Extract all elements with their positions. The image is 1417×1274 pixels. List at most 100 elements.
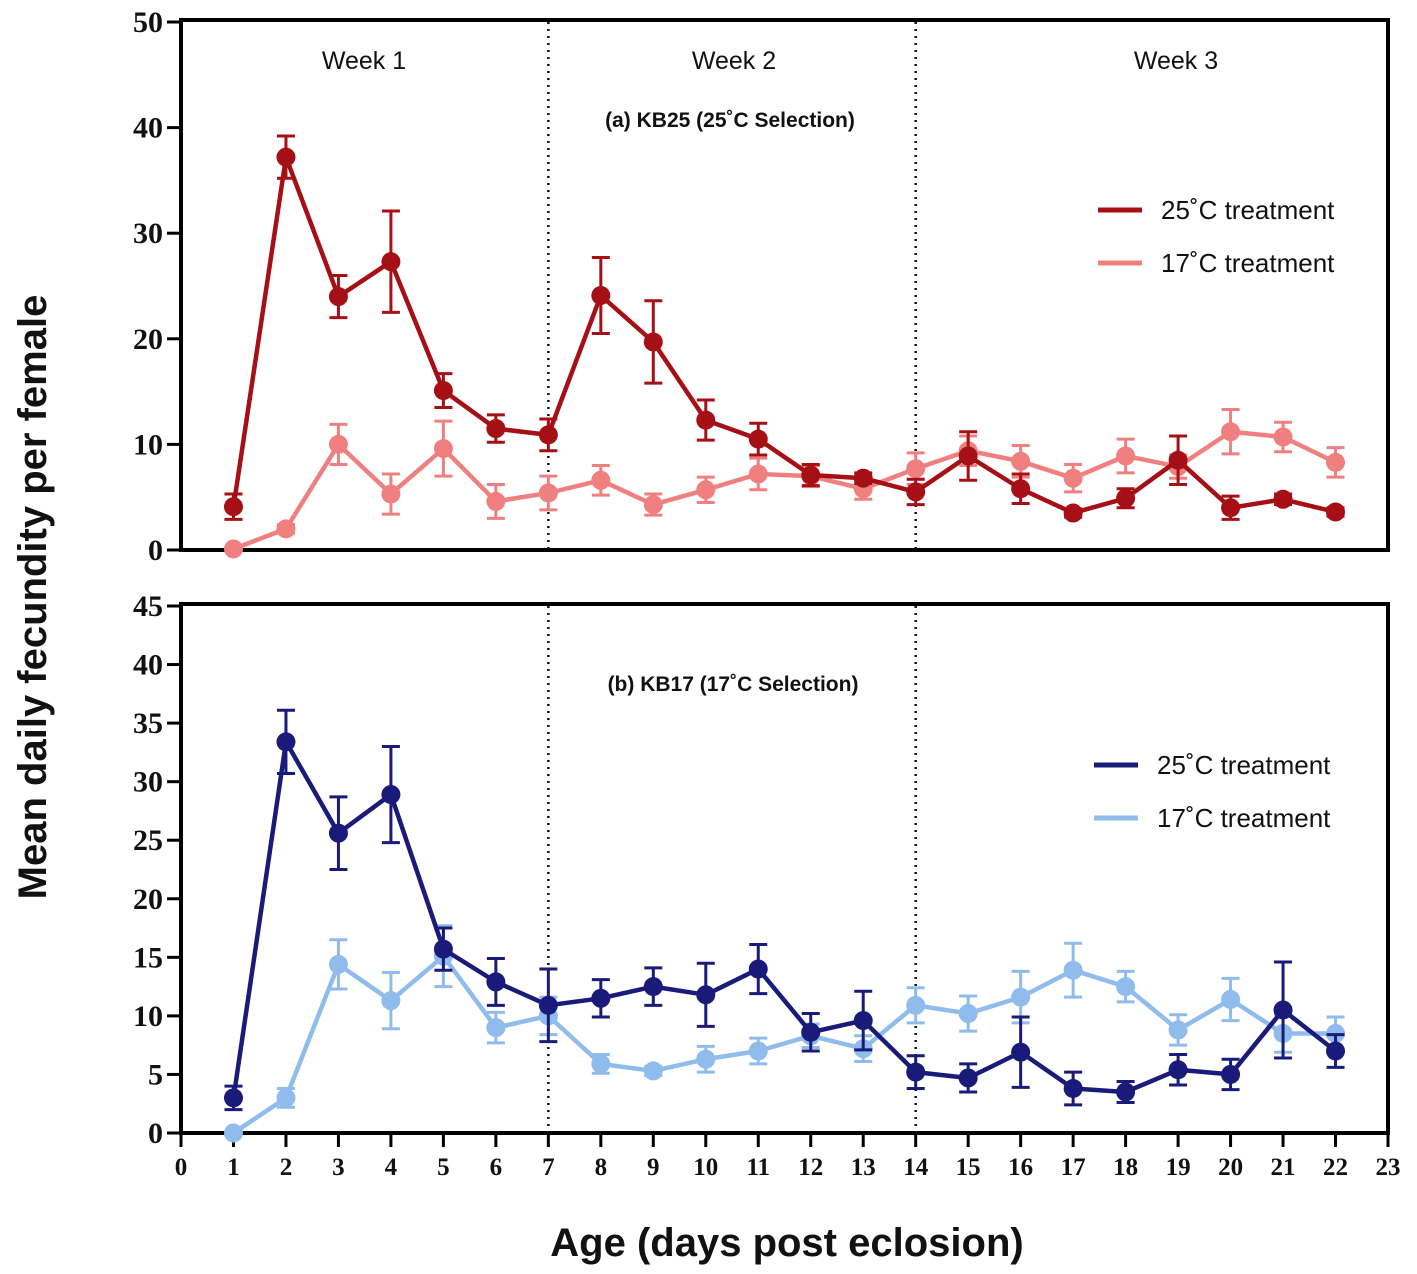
x-tick-label: 15 [956, 1154, 981, 1181]
week-2-label: Week 2 [692, 47, 776, 75]
data-point [1011, 479, 1031, 499]
legend-a-label-25: 25˚C treatment [1161, 195, 1335, 225]
data-point [696, 480, 716, 500]
data-point [801, 465, 821, 485]
data-point [1326, 1041, 1346, 1061]
y-tick-label: 40 [133, 649, 163, 682]
series-25c-a [223, 134, 1346, 523]
panel-b-legend: 25˚C treatment 17˚C treatment [1094, 750, 1331, 833]
data-point [538, 483, 558, 503]
data-point [486, 491, 506, 511]
y-tick-label: 20 [133, 883, 163, 916]
data-point [1011, 1042, 1031, 1062]
x-tick-label: 10 [693, 1154, 718, 1181]
series-17c-b [223, 924, 1346, 1143]
data-point [223, 539, 243, 559]
y-tick-label: 50 [133, 6, 163, 39]
data-point [591, 988, 611, 1008]
y-tick-label: 15 [133, 941, 163, 974]
data-point [1116, 977, 1136, 997]
data-point [958, 446, 978, 466]
panel-a-series [223, 134, 1346, 559]
data-point [486, 1018, 506, 1038]
data-point [381, 785, 401, 805]
panel-a: 0 10 20 30 40 50 Week 1 Week 2 Week 3 (a) KB2… [133, 6, 1390, 567]
y-tick-label: 0 [148, 534, 163, 567]
data-point [276, 732, 296, 752]
x-tick-label: 11 [746, 1154, 770, 1181]
series-line [231, 154, 1337, 516]
data-point [1273, 427, 1293, 447]
data-point [486, 972, 506, 992]
x-tick-label: 16 [1008, 1154, 1033, 1181]
data-point [1011, 451, 1031, 471]
data-point [1221, 422, 1241, 442]
y-tick-label: 35 [133, 707, 163, 740]
data-point [1063, 1078, 1083, 1098]
panel-a-frame [179, 18, 1390, 552]
y-tick-label: 10 [133, 428, 163, 461]
data-point [223, 1123, 243, 1143]
data-point [591, 470, 611, 490]
legend-b-label-25: 25˚C treatment [1157, 750, 1331, 780]
data-point [853, 468, 873, 488]
data-point [1221, 989, 1241, 1009]
x-tick-label: 5 [437, 1154, 450, 1181]
panel-a-legend: 25˚C treatment 17˚C treatment [1098, 195, 1335, 278]
panel-b-y-ticks: 0 5 10 15 20 25 30 35 40 45 [133, 590, 181, 1150]
data-point [748, 429, 768, 449]
data-point [1326, 452, 1346, 472]
data-point [1116, 446, 1136, 466]
y-tick-label: 20 [133, 323, 163, 356]
week-3-label: Week 3 [1134, 47, 1218, 75]
data-point [1273, 489, 1293, 509]
y-tick-label: 40 [133, 112, 163, 145]
y-tick-label: 30 [133, 217, 163, 250]
data-point [223, 497, 243, 517]
panel-b-series [223, 708, 1346, 1143]
series-line [232, 429, 1337, 552]
panel-b-frame [179, 602, 1390, 1135]
data-point [328, 954, 348, 974]
data-point [748, 464, 768, 484]
data-point [853, 1011, 873, 1031]
y-axis-label: Mean daily fecundity per female [11, 295, 55, 900]
data-point [328, 434, 348, 454]
data-point [958, 1004, 978, 1024]
data-point [433, 439, 453, 459]
data-point [643, 977, 663, 997]
data-point [643, 495, 663, 515]
x-tick-label: 14 [903, 1154, 929, 1181]
x-tick-label: 3 [332, 1154, 345, 1181]
panel-a-y-ticks: 0 10 20 30 40 50 [133, 6, 181, 567]
x-tick-label: 21 [1271, 1154, 1296, 1181]
data-point [1326, 502, 1346, 522]
data-point [906, 459, 926, 479]
data-point [328, 287, 348, 307]
x-tick-label: 8 [595, 1154, 608, 1181]
data-point [591, 1054, 611, 1074]
data-point [696, 410, 716, 430]
y-tick-label: 30 [133, 766, 163, 799]
series-line [231, 739, 1337, 1099]
data-point [801, 1022, 821, 1042]
x-tick-label: 12 [798, 1154, 823, 1181]
panel-a-title: (a) KB25 (25˚C Selection) [605, 109, 855, 132]
x-tick-label: 13 [851, 1154, 876, 1181]
legend-a-label-17: 17˚C treatment [1161, 248, 1335, 278]
x-tick-label: 23 [1376, 1154, 1401, 1181]
data-point [906, 1062, 926, 1082]
data-point [1168, 1060, 1188, 1080]
data-point [1168, 450, 1188, 470]
data-point [1221, 498, 1241, 518]
y-tick-label: 25 [133, 824, 163, 857]
x-tick-label: 1 [227, 1154, 240, 1181]
x-tick-label: 17 [1061, 1154, 1086, 1181]
data-point [538, 425, 558, 445]
data-point [906, 482, 926, 502]
y-tick-label: 0 [148, 1117, 163, 1150]
data-point [643, 332, 663, 352]
y-tick-label: 45 [133, 590, 163, 623]
y-tick-label: 10 [133, 1000, 163, 1033]
